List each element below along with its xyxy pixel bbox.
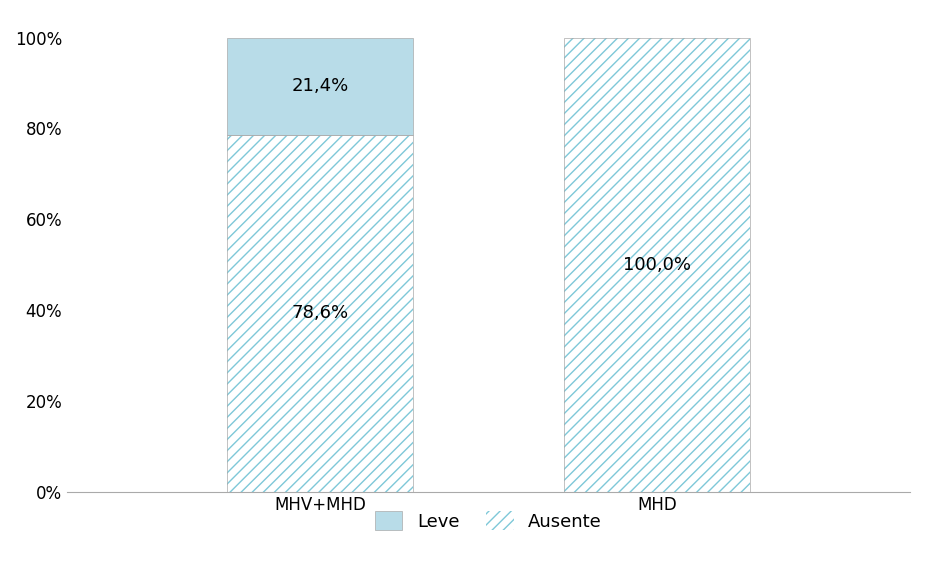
Bar	[228, 135, 413, 491]
Bar	[564, 38, 750, 491]
Bar	[564, 38, 750, 491]
Bar	[228, 38, 413, 135]
Legend: Leve, Ausente: Leve, Ausente	[366, 502, 610, 539]
Text: 100,0%: 100,0%	[623, 255, 691, 274]
Text: 78,6%: 78,6%	[291, 304, 349, 322]
Bar	[228, 135, 413, 491]
Text: 21,4%: 21,4%	[291, 77, 349, 95]
